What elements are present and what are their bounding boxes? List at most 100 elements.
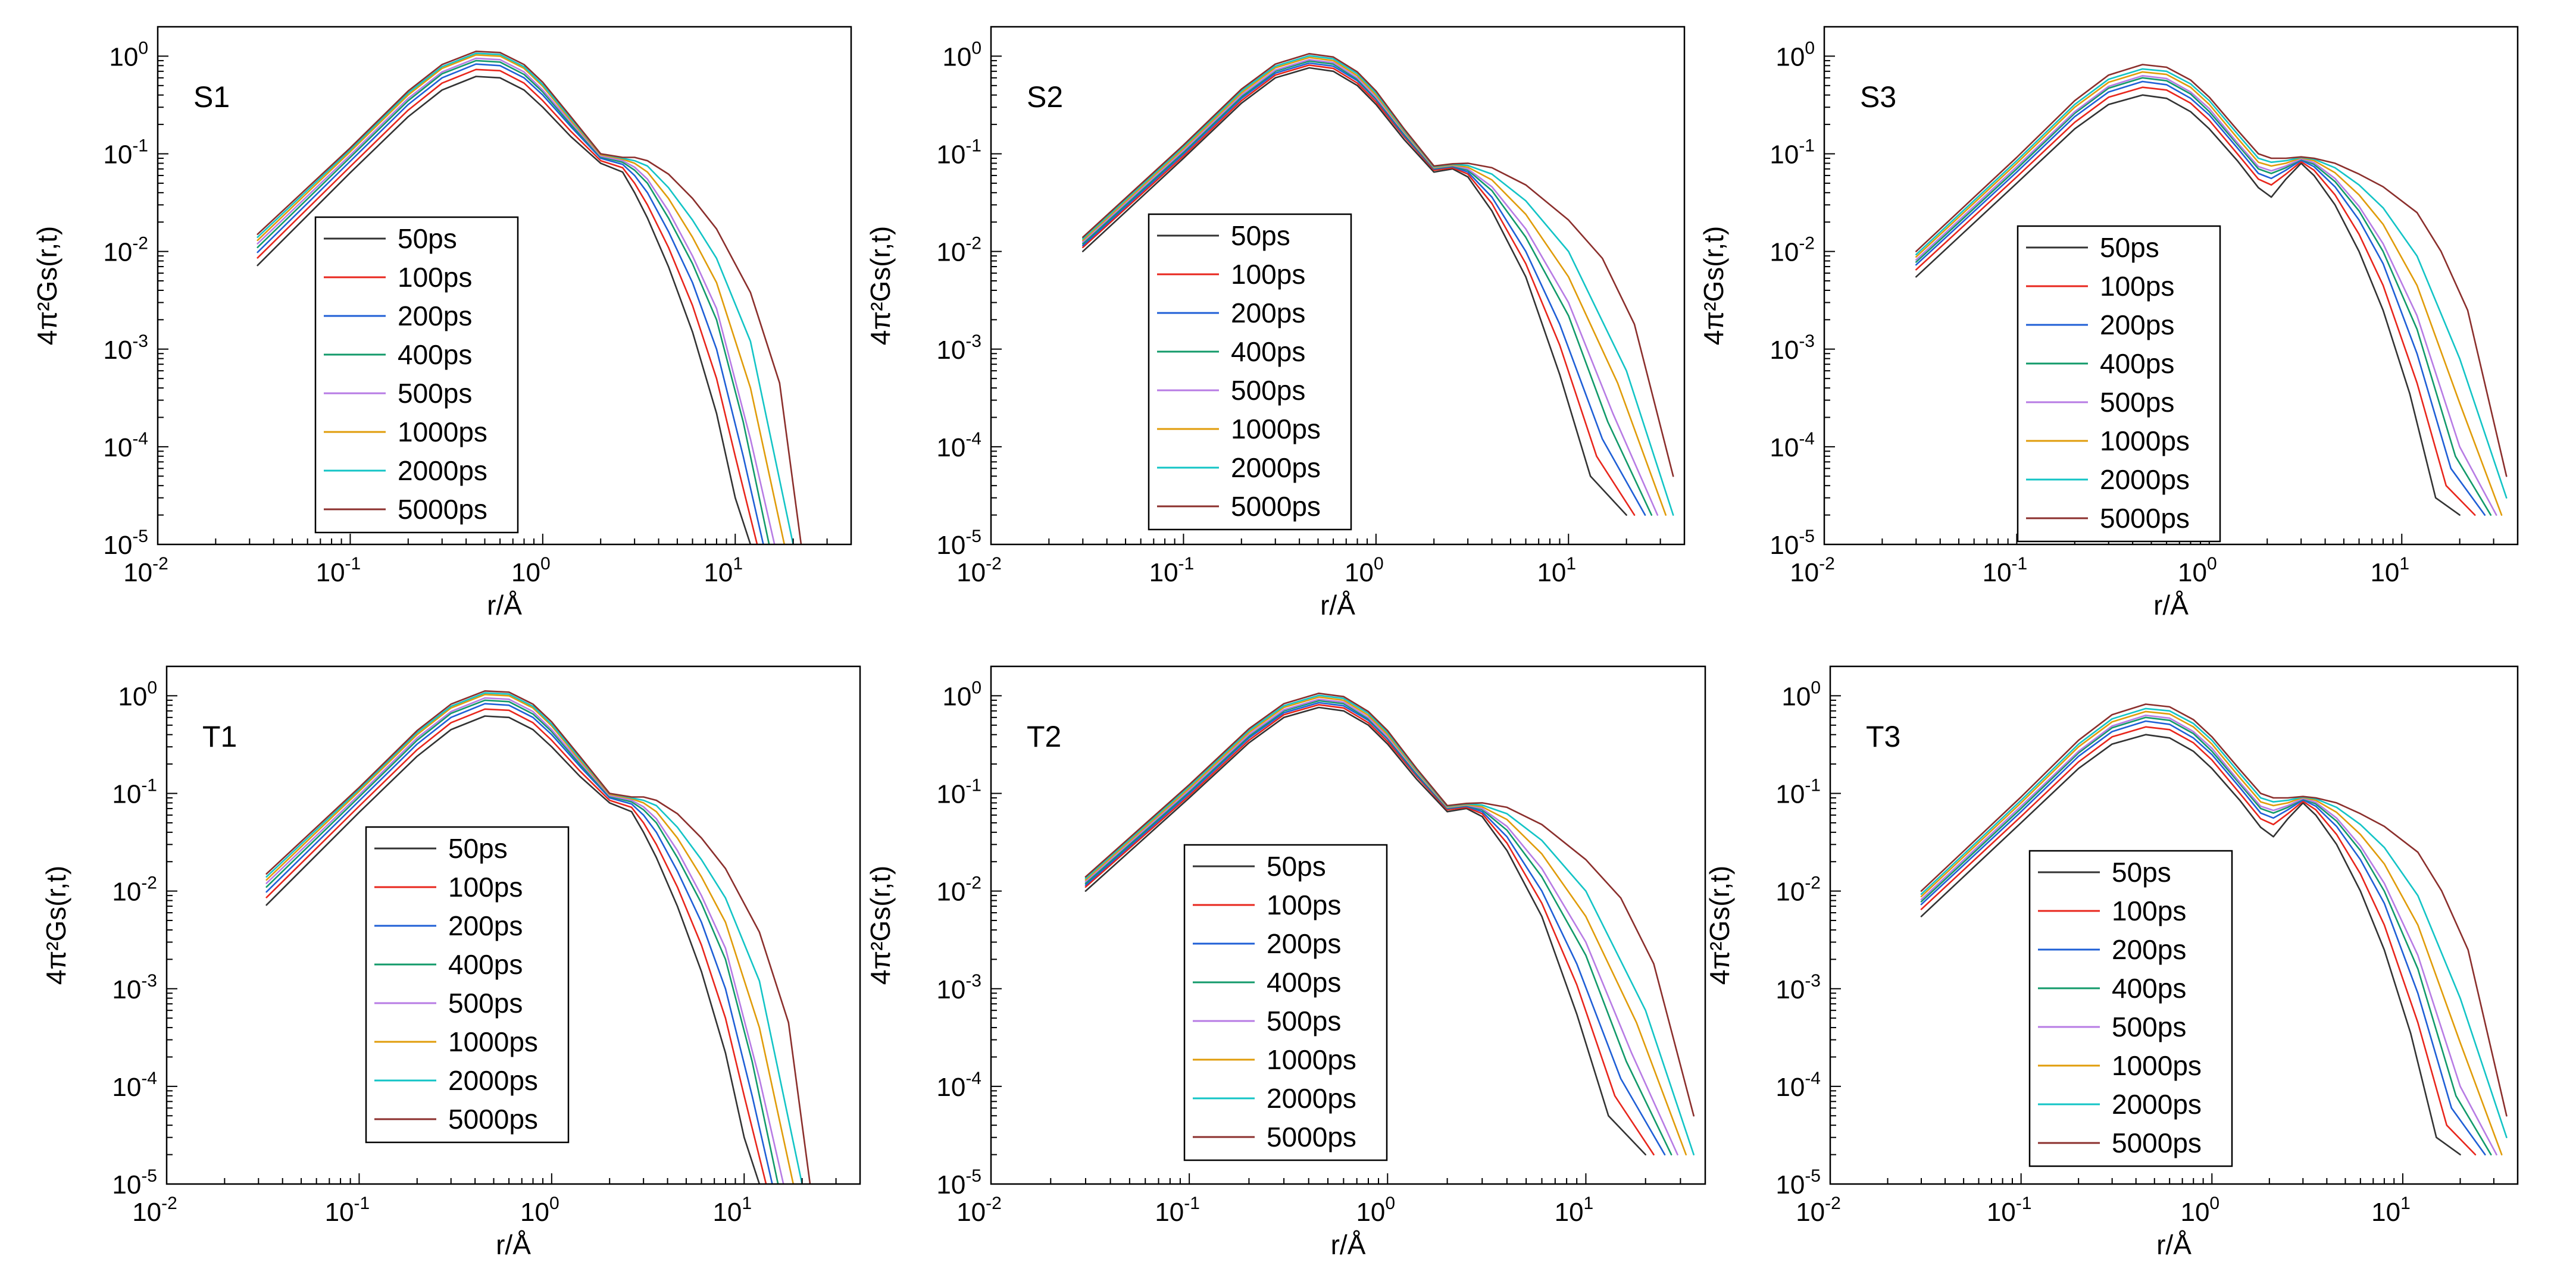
y-tick-label: 100: [942, 38, 981, 71]
x-tick-label: 100: [1345, 554, 1384, 587]
x-axis-label: r/Å: [1331, 1229, 1366, 1260]
series-line-50ps: [1084, 706, 1646, 1155]
panel-label: S3: [1860, 80, 1896, 114]
y-axis-label: 4π²Gs(r,t): [1698, 226, 1729, 345]
panel-label: T2: [1027, 720, 1061, 753]
panel-label: T3: [1866, 720, 1900, 753]
series-line-1000ps: [1920, 710, 2503, 1155]
x-tick-label: 101: [2370, 554, 2409, 587]
series-line-2000ps: [1920, 707, 2508, 1139]
panel-s3: 10-2 10-1 100 10110010-110-210-310-410-5r/Å…: [1698, 26, 2519, 621]
legend-label: 50ps: [1231, 220, 1290, 251]
series-line-500ps: [1920, 715, 2497, 1155]
legend-label: 200ps: [2100, 309, 2174, 340]
series-line-500ps: [1084, 698, 1678, 1155]
legend-label: 2000ps: [1231, 452, 1321, 483]
legend-label: 500ps: [1267, 1006, 1341, 1036]
x-axis-label: r/Å: [496, 1229, 531, 1260]
y-tick-label: 10-3: [1770, 331, 1815, 365]
series-line-200ps: [1915, 80, 2486, 516]
series-line-400ps: [1915, 77, 2492, 516]
x-axis-label: r/Å: [487, 590, 522, 621]
series-line-200ps: [1082, 62, 1646, 516]
series-line-500ps: [257, 57, 776, 544]
y-tick-label: 10-1: [936, 776, 981, 809]
x-tick-label: 10-1: [1149, 554, 1195, 587]
legend-box: [1183, 844, 1388, 1161]
panel-t3: 10-2 10-1 100 10110010-110-210-310-410-5r/Å…: [1704, 665, 2519, 1260]
plot-frame: [990, 26, 1686, 546]
y-tick-label: 10-4: [936, 429, 981, 462]
series-line-5000ps: [1920, 703, 2508, 1117]
x-tick-label: 101: [712, 1194, 752, 1227]
plot-frame: [1823, 26, 2519, 546]
series-line-200ps: [1920, 720, 2486, 1155]
y-tick-label: 10-2: [936, 234, 981, 267]
legend-label: 1000ps: [1231, 414, 1321, 444]
y-tick-label: 10-4: [1775, 1069, 1821, 1102]
y-tick-label: 10-2: [112, 873, 157, 907]
legend-label: 1000ps: [448, 1026, 538, 1057]
legend-label: 500ps: [1231, 375, 1305, 406]
legend-label: 500ps: [2112, 1011, 2186, 1042]
legend-label: 400ps: [398, 339, 472, 370]
series-line-100ps: [1084, 704, 1655, 1155]
y-tick-label: 10-2: [103, 234, 148, 267]
legend-label: 200ps: [1231, 297, 1305, 328]
series-line-5000ps: [1084, 692, 1695, 1117]
legend-label: 5000ps: [448, 1104, 538, 1135]
y-tick-label: 10-1: [112, 776, 157, 809]
legend-label: 400ps: [1267, 967, 1341, 998]
legend-label: 100ps: [398, 262, 472, 293]
legend: 50ps 100ps 200ps 400ps 500ps 1000ps 2000ps 5000…: [2028, 850, 2233, 1167]
x-tick-label: 10-1: [325, 1194, 370, 1227]
series-line-50ps: [1082, 67, 1627, 516]
series-group: [1915, 64, 2508, 516]
panel-t1: 10-2 10-1 100 101 100 10-1 10-2 10-3 10-4 10-5 r/Å…: [40, 665, 861, 1260]
legend-label: 500ps: [2100, 387, 2174, 418]
legend-label: 50ps: [398, 223, 457, 254]
legend-label: 2000ps: [398, 455, 487, 486]
y-tick-label: 100: [942, 678, 981, 711]
series-line-100ps: [257, 68, 758, 544]
y-tick-label: 10-2: [936, 873, 981, 907]
legend-label: 5000ps: [1231, 491, 1321, 522]
y-tick-label: 10-1: [1775, 776, 1821, 809]
legend-box: [2017, 225, 2221, 543]
legend-label: 1000ps: [2112, 1050, 2202, 1081]
series-line-400ps: [1920, 716, 2492, 1155]
legend-box: [365, 826, 570, 1144]
legend-label: 400ps: [2112, 973, 2186, 1004]
series-line-2000ps: [1915, 68, 2508, 499]
series-line-400ps: [1084, 700, 1672, 1155]
legend-label: 1000ps: [1267, 1044, 1356, 1075]
series-line-1000ps: [1084, 696, 1687, 1155]
series-line-200ps: [1084, 701, 1666, 1155]
series-group: [257, 50, 802, 544]
x-tick-label: 10-1: [1155, 1194, 1200, 1227]
plot-frame: [1829, 665, 2519, 1185]
y-axis-label: 4π²Gs(r,t): [1704, 866, 1735, 985]
y-tick-label: 10-5: [936, 527, 981, 560]
series-line-100ps: [1920, 726, 2477, 1155]
legend-label: 2000ps: [2112, 1089, 2202, 1120]
legend-label: 50ps: [2100, 232, 2159, 263]
series-line-5000ps: [265, 690, 811, 1184]
series-line-50ps: [1920, 734, 2461, 1155]
series-group: [1920, 703, 2508, 1155]
panel-label: S1: [193, 80, 230, 114]
x-tick-label: 101: [1537, 554, 1576, 587]
y-axis-label: 4π²Gs(r,t): [40, 866, 71, 985]
x-tick-label: 10-1: [316, 554, 361, 587]
legend-label: 5000ps: [2112, 1127, 2202, 1158]
legend-label: 400ps: [2100, 348, 2174, 379]
legend-label: 50ps: [1267, 851, 1326, 882]
y-tick-label: 10-2: [1770, 234, 1815, 267]
legend-label: 500ps: [448, 988, 523, 1019]
legend: 50ps 100ps 200ps 400ps 500ps 1000ps 2000ps 5000…: [1183, 844, 1388, 1161]
panel-s2: 10-2 10-1 100 10110010-110-210-310-410-5r/Å…: [865, 26, 1686, 621]
legend: 50ps 100ps 200ps 400ps 500ps 1000ps 2000ps 5000…: [365, 826, 570, 1144]
panel-label: S2: [1027, 80, 1063, 114]
legend-label: 100ps: [2100, 271, 2174, 302]
